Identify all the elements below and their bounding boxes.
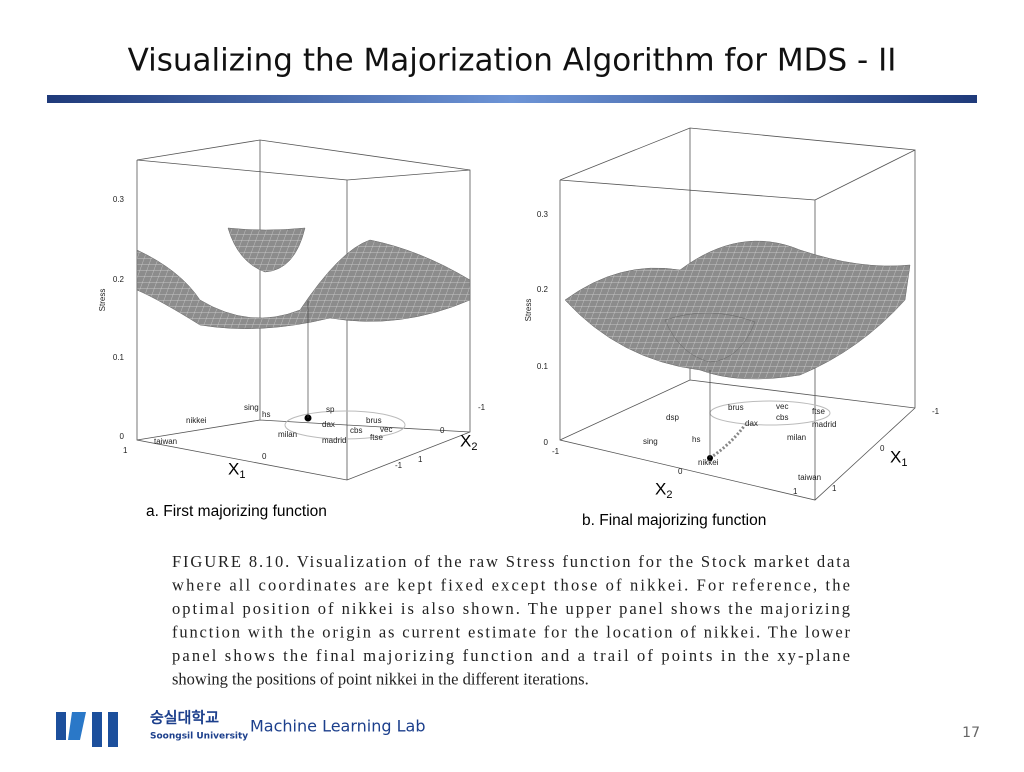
- panel-caption: b. Final majorizing function: [582, 512, 766, 529]
- z-tick-label: 0.3: [113, 195, 125, 204]
- caption-line: showing the positions of point nikkei in…: [172, 669, 589, 688]
- x1-axis-label: X1: [890, 447, 907, 468]
- x1-axis-subscript: 1: [901, 457, 907, 469]
- point-label: dax: [322, 420, 335, 429]
- figure-caption: FIGURE 8.10. Visualization of the raw St…: [172, 552, 851, 689]
- caption-line: FIGURE 8.10. Visualization of the raw St…: [172, 552, 851, 571]
- x2-tick-label: 0: [440, 426, 445, 435]
- point-label: cbs: [776, 413, 788, 422]
- panel-caption: a. First majorizing function: [146, 503, 327, 520]
- z-tick-label: 0.3: [537, 210, 549, 219]
- x2-axis-label: X2: [655, 479, 672, 500]
- x2-tick-label: 0: [678, 467, 683, 476]
- point-label: ftse: [370, 433, 383, 442]
- x2-axis-subscript: 2: [471, 441, 477, 453]
- x1-tick-label: 0: [880, 444, 885, 453]
- z-tick-label: 0.2: [113, 275, 125, 284]
- caption-line: where all coordinates are kept fixed exc…: [172, 575, 850, 594]
- logo: 숭실대학교 Soongsil University Machine Learni…: [56, 709, 425, 747]
- x1-axis-subscript: 1: [239, 469, 245, 481]
- title-bar: [47, 95, 977, 103]
- point-label: dax: [745, 419, 758, 428]
- caption-line: optimal position of nikkei is also shown…: [172, 599, 850, 618]
- x2-axis-subscript: 2: [666, 489, 672, 501]
- point-label: madrid: [812, 420, 836, 429]
- x1-tick-label: 1: [123, 446, 128, 455]
- caption-line: function with the origin as current esti…: [172, 622, 850, 641]
- x1-tick-label: -1: [395, 461, 403, 470]
- z-tick-label: 0: [120, 432, 125, 441]
- z-tick-label: 0: [544, 438, 549, 447]
- page-number: 17: [962, 725, 980, 741]
- x1-tick-label: 0: [262, 452, 267, 461]
- x2-tick-label: 1: [418, 455, 423, 464]
- point-label: hs: [262, 410, 270, 419]
- z-axis-label: Stress: [98, 289, 107, 312]
- point-label: taiwan: [154, 437, 177, 446]
- point-label: dsp: [666, 413, 679, 422]
- point-label: vec: [380, 425, 392, 434]
- point-label: madrid: [322, 436, 346, 445]
- slide-title: Visualizing the Majorization Algorithm f…: [128, 43, 897, 79]
- university-kr: 숭실대학교: [150, 709, 219, 727]
- point-label: brus: [366, 416, 382, 425]
- plot-a: [136, 139, 471, 481]
- point-label: milan: [278, 430, 297, 439]
- point-label: cbs: [350, 426, 362, 435]
- point-label: sing: [244, 403, 259, 412]
- point-label: taiwan: [798, 473, 821, 482]
- x1-axis-label: X1: [228, 459, 245, 480]
- x2-tick-label: 1: [793, 487, 798, 496]
- point-label: vec: [776, 402, 788, 411]
- z-tick-label: 0.2: [537, 285, 549, 294]
- z-tick-label: 0.1: [537, 362, 549, 371]
- point-label: milan: [787, 433, 806, 442]
- lab-name: Machine Learning Lab: [250, 717, 425, 736]
- x2-tick-label: -1: [478, 403, 486, 412]
- x1-tick-label: -1: [932, 407, 940, 416]
- caption-line: panel shows the final majorizing functio…: [172, 646, 850, 665]
- point-label: ftse: [812, 407, 825, 416]
- x2-axis-label: X2: [460, 431, 477, 452]
- point-label: sp: [326, 405, 335, 414]
- plot-b: [559, 127, 916, 501]
- x2-tick-label: -1: [552, 447, 560, 456]
- z-axis-label: Stress: [524, 299, 533, 322]
- point-label: hs: [692, 435, 700, 444]
- point-label: sing: [643, 437, 658, 446]
- university-en: Soongsil University: [150, 732, 248, 742]
- point-label: brus: [728, 403, 744, 412]
- figure-texts: a. First majorizing function Stress 0.3 0.2…: [98, 195, 940, 529]
- x1-tick-label: 1: [832, 484, 837, 493]
- point-label: nikkei: [186, 416, 207, 425]
- z-tick-label: 0.1: [113, 353, 125, 362]
- point-label: nikkei: [698, 458, 719, 467]
